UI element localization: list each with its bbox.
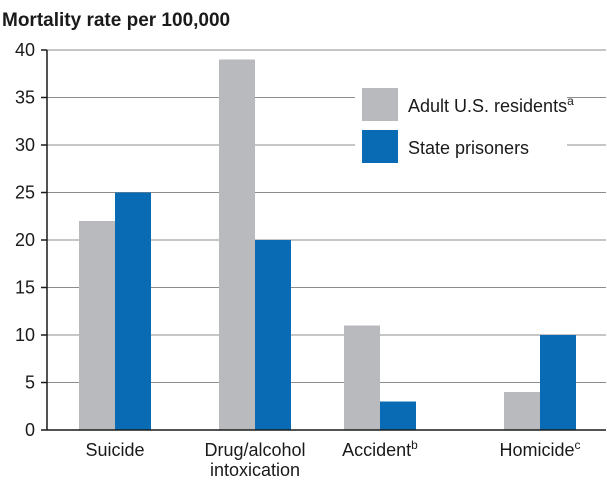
bar-adult-us-residents <box>79 221 115 430</box>
legend-swatch <box>362 88 398 121</box>
x-category-label-text: intoxication <box>210 460 300 480</box>
y-tick-label: 35 <box>15 88 35 108</box>
legend: Adult U.S. residentsa State prisoners <box>355 82 574 166</box>
bar-state-prisoners <box>255 240 291 430</box>
y-tick-label: 30 <box>15 135 35 155</box>
x-category-label-text: Homicide <box>499 440 574 460</box>
y-tick-label: 25 <box>15 183 35 203</box>
bar-adult-us-residents <box>219 59 255 430</box>
x-category-label: Accidentb <box>342 438 418 460</box>
y-tick-label: 40 <box>15 40 35 60</box>
x-category-label-text: Accident <box>342 440 411 460</box>
legend-label: State prisoners <box>408 138 529 158</box>
bar-state-prisoners <box>115 192 151 430</box>
x-category-label-text: Suicide <box>85 440 144 460</box>
y-tick-label: 20 <box>15 230 35 250</box>
legend-label: Adult U.S. residentsa <box>408 94 574 116</box>
y-tick-label: 5 <box>25 373 35 393</box>
footnote-marker: c <box>575 438 581 452</box>
bar-state-prisoners <box>380 401 416 430</box>
footnote-marker: a <box>567 94 574 108</box>
x-category-label: Drug/alcohol <box>204 440 305 460</box>
chart-title: Mortality rate per 100,000 <box>2 10 230 31</box>
legend-label-text: State prisoners <box>408 138 529 158</box>
legend-label-text: Adult U.S. residents <box>408 96 567 116</box>
bar-adult-us-residents <box>504 392 540 430</box>
x-category-label: Suicide <box>85 440 144 460</box>
x-category-label: Homicidec <box>499 438 580 460</box>
x-category-label-text: Drug/alcohol <box>204 440 305 460</box>
x-category-label: intoxication <box>210 460 300 480</box>
y-tick-label: 15 <box>15 278 35 298</box>
y-tick-label: 0 <box>25 420 35 440</box>
bar-adult-us-residents <box>344 325 380 430</box>
bar-state-prisoners <box>540 335 576 430</box>
y-tick-label: 10 <box>15 325 35 345</box>
y-axis: 0 5 10 15 20 25 30 35 40 <box>15 40 48 440</box>
legend-swatch <box>362 130 398 163</box>
bars <box>79 59 576 430</box>
footnote-marker: b <box>411 438 418 452</box>
